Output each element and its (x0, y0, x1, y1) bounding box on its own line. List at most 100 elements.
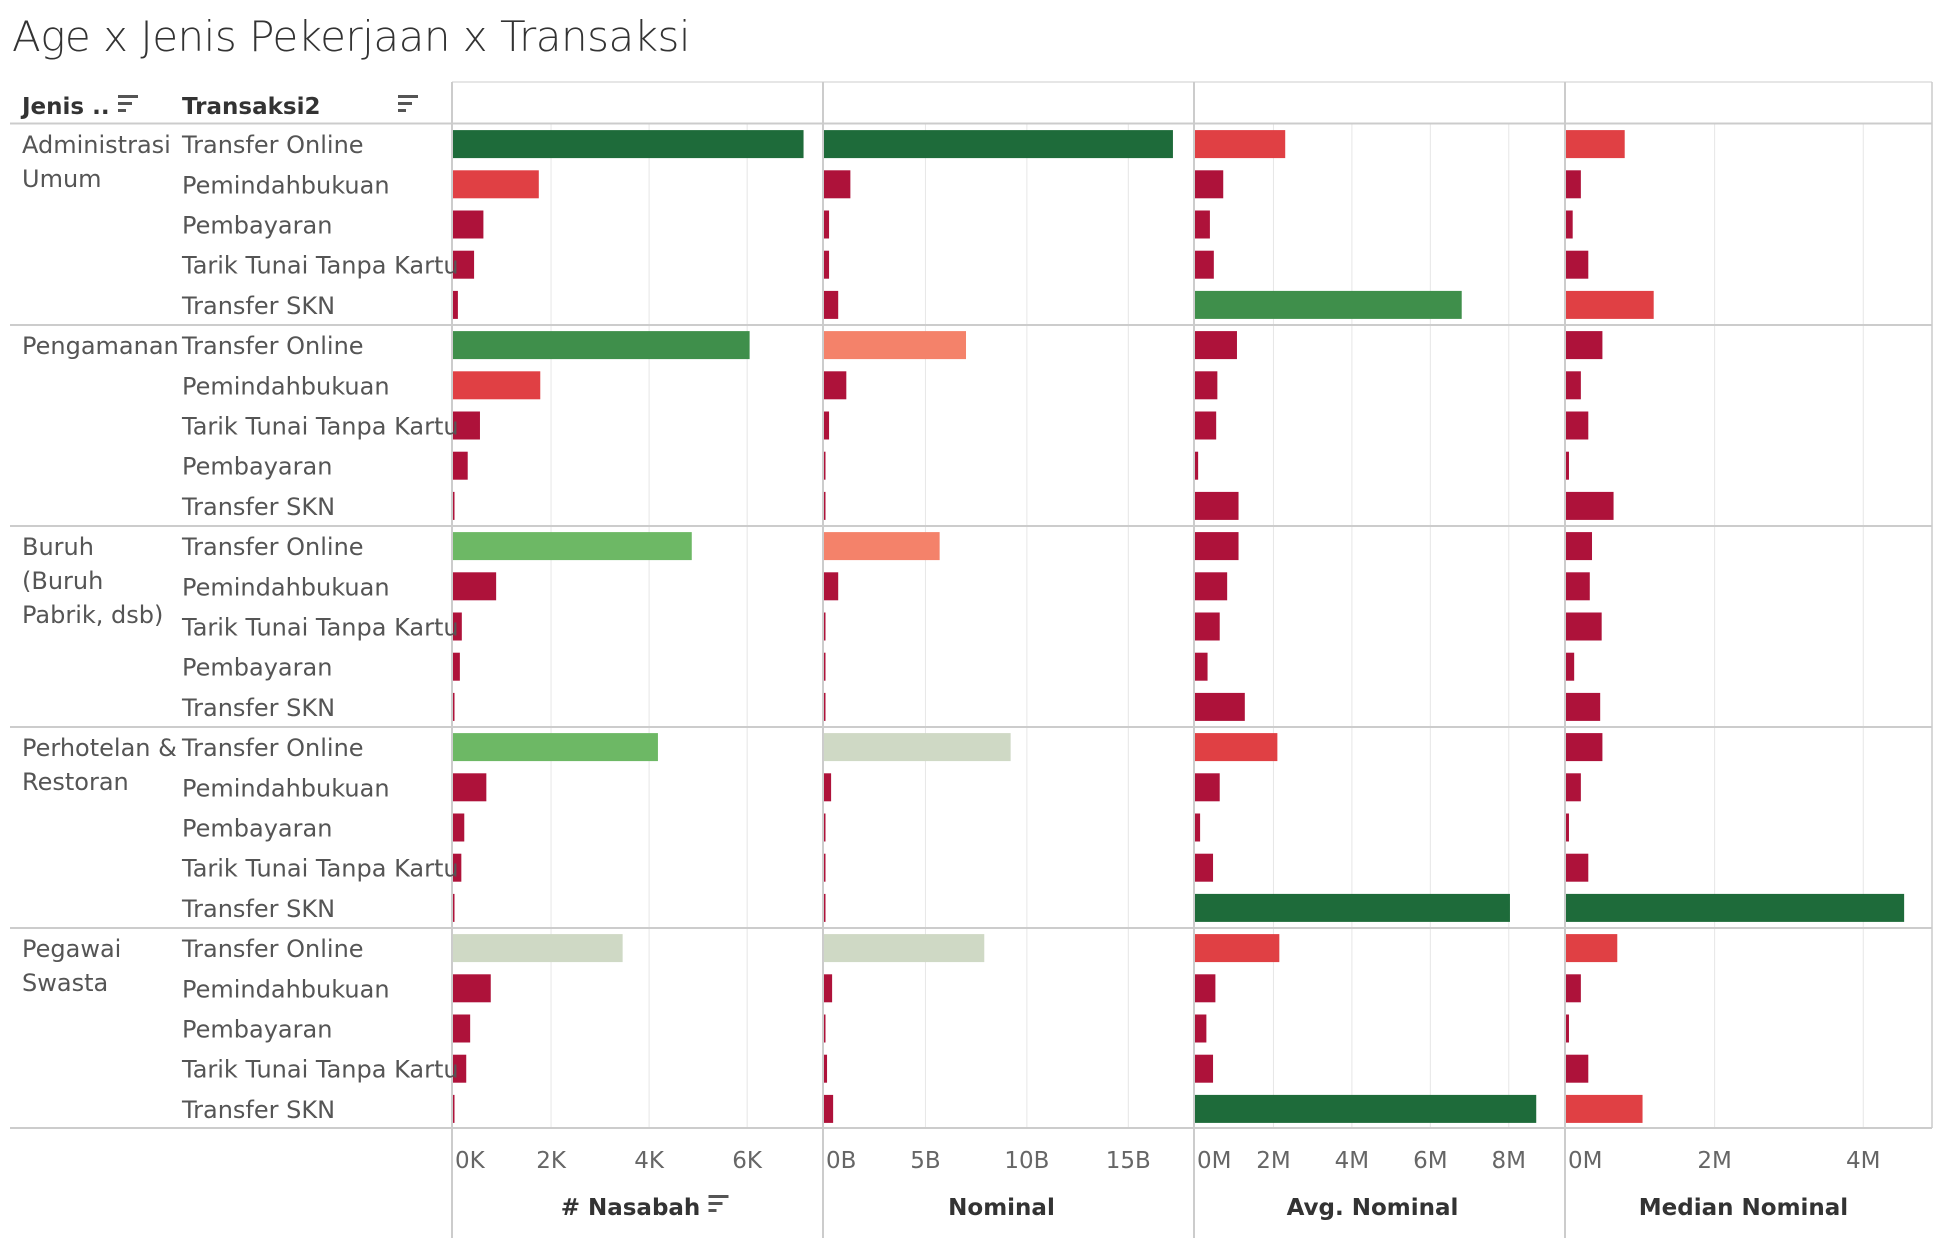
bar-1-4-2 (824, 1014, 826, 1043)
bar-0-3-3 (453, 853, 462, 882)
bar-3-4-1 (1566, 974, 1581, 1003)
group-label: Pengamanan (22, 332, 179, 360)
row-label: Transfer SKN (181, 292, 335, 320)
row-label: Transfer Online (181, 533, 364, 561)
bar-0-1-1 (453, 371, 541, 400)
bar-0-2-2 (453, 612, 462, 641)
bar-1-1-3 (824, 451, 826, 480)
bar-3-3-0 (1566, 733, 1603, 762)
bar-2-4-2 (1195, 1014, 1207, 1043)
bar-2-4-1 (1195, 974, 1216, 1003)
bar-0-0-1 (453, 170, 539, 199)
bars-layer (453, 130, 1905, 1123)
bar-2-1-1 (1195, 371, 1218, 400)
bar-3-4-3 (1566, 1054, 1589, 1083)
bar-0-4-4 (453, 1094, 455, 1123)
sort-icon-transaksi2[interactable] (398, 95, 418, 112)
group-label: Umum (22, 165, 102, 193)
axis-tick-label: 2M (1697, 1148, 1731, 1174)
bar-2-2-3 (1195, 652, 1208, 681)
axis-tick-label: 2M (1256, 1148, 1290, 1174)
bar-3-3-4 (1566, 893, 1905, 922)
sort-icon-jenis-line (118, 109, 126, 112)
sort-icon-jenis[interactable] (118, 95, 138, 112)
bar-2-0-4 (1195, 290, 1462, 319)
bar-1-3-3 (824, 853, 826, 882)
axis-tick-label: 4K (634, 1148, 665, 1174)
bar-1-3-0 (824, 733, 1011, 762)
bar-2-0-3 (1195, 250, 1214, 279)
row-label: Pembayaran (182, 1016, 332, 1044)
bar-3-1-2 (1566, 411, 1589, 440)
bar-2-1-3 (1195, 451, 1199, 480)
group-label: Pabrik, dsb) (22, 601, 163, 629)
bar-2-3-0 (1195, 733, 1278, 762)
group-label: Administrasi (22, 131, 171, 159)
bar-1-3-1 (824, 773, 832, 802)
bar-0-2-0 (453, 532, 692, 561)
axis-tick-label: 0M (1197, 1148, 1231, 1174)
group-label: Buruh (22, 533, 94, 561)
row-label: Pembayaran (182, 212, 332, 240)
bar-2-3-2 (1195, 813, 1201, 842)
axis-title-0: # Nasabah (561, 1195, 701, 1221)
bar-3-4-4 (1566, 1094, 1643, 1123)
bar-3-0-0 (1566, 130, 1625, 159)
sort-icon-jenis-line (118, 95, 138, 98)
axis-title-2: Avg. Nominal (1287, 1195, 1459, 1221)
sort-icon-nasabah[interactable] (708, 1195, 729, 1212)
bar-0-2-1 (453, 572, 497, 601)
bar-3-4-0 (1566, 934, 1618, 963)
header-transaksi2[interactable]: Transaksi2 (182, 94, 320, 120)
sort-icon-nasabah-line (708, 1195, 729, 1198)
bar-1-0-2 (824, 210, 830, 239)
sort-icon-transaksi2-line (398, 102, 412, 105)
group-label: (Buruh (22, 567, 103, 595)
bar-3-2-2 (1566, 612, 1602, 641)
bar-0-1-0 (453, 331, 750, 360)
axis-tick-label: 4M (1846, 1148, 1880, 1174)
row-label: Transfer Online (181, 332, 364, 360)
bar-2-0-2 (1195, 210, 1210, 239)
row-label: Pemindahbukuan (182, 171, 390, 199)
bar-2-4-0 (1195, 934, 1280, 963)
axis-tick-label: 6K (732, 1148, 763, 1174)
axis-tick-label: 0K (455, 1148, 486, 1174)
bar-2-2-1 (1195, 572, 1228, 601)
axis-tick-label: 4M (1335, 1148, 1369, 1174)
row-label: Transfer SKN (181, 895, 335, 923)
bar-0-4-2 (453, 1014, 471, 1043)
row-label: Pembayaran (182, 654, 332, 682)
axis-tick-label: 0M (1568, 1148, 1602, 1174)
bar-2-0-1 (1195, 170, 1224, 199)
bar-0-0-0 (453, 130, 804, 159)
bar-0-0-3 (453, 250, 475, 279)
bar-1-0-4 (824, 290, 839, 319)
bar-1-1-4 (824, 491, 826, 520)
group-label: Perhotelan & (22, 734, 177, 762)
row-label: Transfer SKN (181, 694, 335, 722)
row-label: Tarik Tunai Tanpa Kartu (181, 855, 459, 883)
bar-3-1-3 (1566, 451, 1569, 480)
row-label: Pemindahbukuan (182, 774, 390, 802)
axis-tick-label: 10B (1004, 1148, 1049, 1174)
bar-3-2-1 (1566, 572, 1590, 601)
group-label: Swasta (22, 969, 108, 997)
sort-icon-transaksi2-line (398, 95, 418, 98)
bar-1-2-4 (824, 692, 826, 721)
header-jenis-pekerjaan[interactable]: Jenis .. (20, 94, 110, 120)
sort-icon-nasabah-line (708, 1209, 717, 1212)
bar-3-0-2 (1566, 210, 1573, 239)
bar-0-3-0 (453, 733, 658, 762)
bar-1-4-0 (824, 934, 985, 963)
page-title: Age x Jenis Pekerjaan x Transaksi (12, 12, 691, 61)
bar-3-0-1 (1566, 170, 1581, 199)
bar-1-0-1 (824, 170, 851, 199)
row-label: Pemindahbukuan (182, 372, 390, 400)
bar-2-2-2 (1195, 612, 1220, 641)
bar-1-4-4 (824, 1094, 834, 1123)
bar-3-1-0 (1566, 331, 1603, 360)
axis-title-1: Nominal (948, 1195, 1055, 1221)
bar-3-2-0 (1566, 532, 1593, 561)
